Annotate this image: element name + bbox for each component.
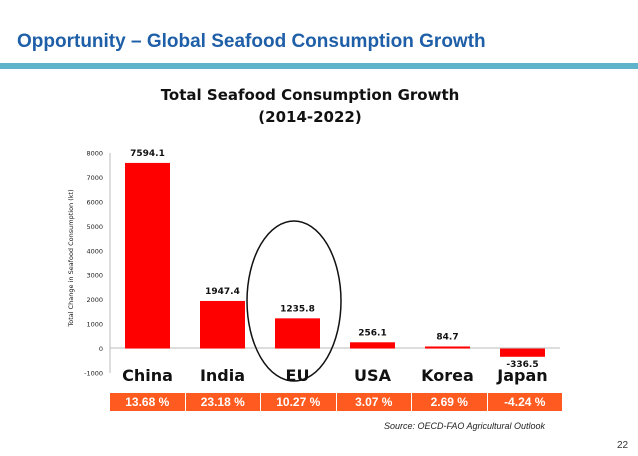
value-label-china: 7594.1 bbox=[130, 149, 165, 159]
y-tick-label: 7000 bbox=[86, 174, 103, 182]
chart-title-line-1: Total Seafood Consumption Growth bbox=[160, 86, 460, 104]
y-tick-label: 1000 bbox=[86, 321, 103, 329]
bar-korea bbox=[425, 346, 470, 349]
y-tick-label: 8000 bbox=[86, 150, 103, 158]
value-label-usa: 256.1 bbox=[358, 328, 386, 338]
bar-india bbox=[200, 300, 245, 349]
growth-pct-india: 23.18 % bbox=[186, 393, 261, 411]
value-label-eu: 1235.8 bbox=[280, 304, 315, 314]
highlight-ellipse bbox=[246, 220, 342, 382]
y-tick-label: 6000 bbox=[86, 198, 103, 206]
chart-title-line-2: (2014-2022) bbox=[258, 108, 362, 126]
y-tick-label: 5000 bbox=[86, 223, 103, 231]
slide-title: Opportunity – Global Seafood Consumption… bbox=[17, 31, 486, 52]
category-label-china: China bbox=[122, 366, 173, 385]
category-label-usa: USA bbox=[354, 366, 392, 385]
growth-pct-eu: 10.27 % bbox=[261, 393, 337, 411]
title-rule bbox=[0, 63, 638, 69]
y-tick-label: -1000 bbox=[84, 370, 103, 378]
y-axis-label: Total Change in Seafood Consumption (kt) bbox=[67, 189, 75, 327]
growth-pct-china: 13.68 % bbox=[110, 393, 186, 411]
growth-pct-korea: 2.69 % bbox=[412, 393, 488, 411]
value-label-korea: 84.7 bbox=[436, 332, 458, 342]
source-note: Source: OECD-FAO Agricultural Outlook bbox=[384, 421, 546, 431]
bar-usa bbox=[350, 342, 395, 349]
y-tick-label: 2000 bbox=[86, 296, 103, 304]
y-tick-label: 3000 bbox=[86, 272, 103, 280]
chart-title: Total Seafood Consumption Growth (2014-2… bbox=[110, 84, 510, 128]
category-label-japan: Japan bbox=[496, 366, 547, 385]
growth-percentages-row: 13.68 % 23.18 % 10.27 % 3.07 % 2.69 % -4… bbox=[110, 393, 562, 411]
category-label-korea: Korea bbox=[421, 366, 474, 385]
bar-eu bbox=[275, 318, 320, 349]
value-label-japan: -336.5 bbox=[506, 360, 538, 370]
y-tick-label: 0 bbox=[99, 345, 103, 353]
category-label-eu: EU bbox=[286, 366, 310, 385]
growth-pct-japan: -4.24 % bbox=[504, 395, 546, 409]
bar-china bbox=[125, 162, 170, 349]
bar-japan bbox=[500, 348, 545, 357]
bar-chart: Total Change in Seafood Consumption (kt)… bbox=[67, 149, 560, 385]
growth-pct-usa: 3.07 % bbox=[337, 393, 412, 411]
y-tick-label: 4000 bbox=[86, 247, 103, 255]
category-label-india: India bbox=[200, 366, 245, 385]
page-number: 22 bbox=[617, 440, 629, 451]
value-label-india: 1947.4 bbox=[205, 287, 240, 297]
